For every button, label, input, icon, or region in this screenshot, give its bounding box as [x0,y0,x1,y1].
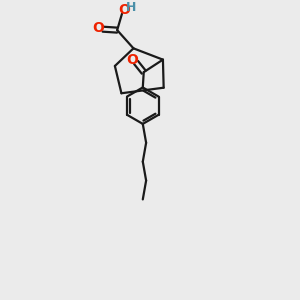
Text: O: O [118,3,130,17]
Text: H: H [126,1,136,13]
Text: O: O [92,21,104,35]
Text: O: O [126,53,138,67]
